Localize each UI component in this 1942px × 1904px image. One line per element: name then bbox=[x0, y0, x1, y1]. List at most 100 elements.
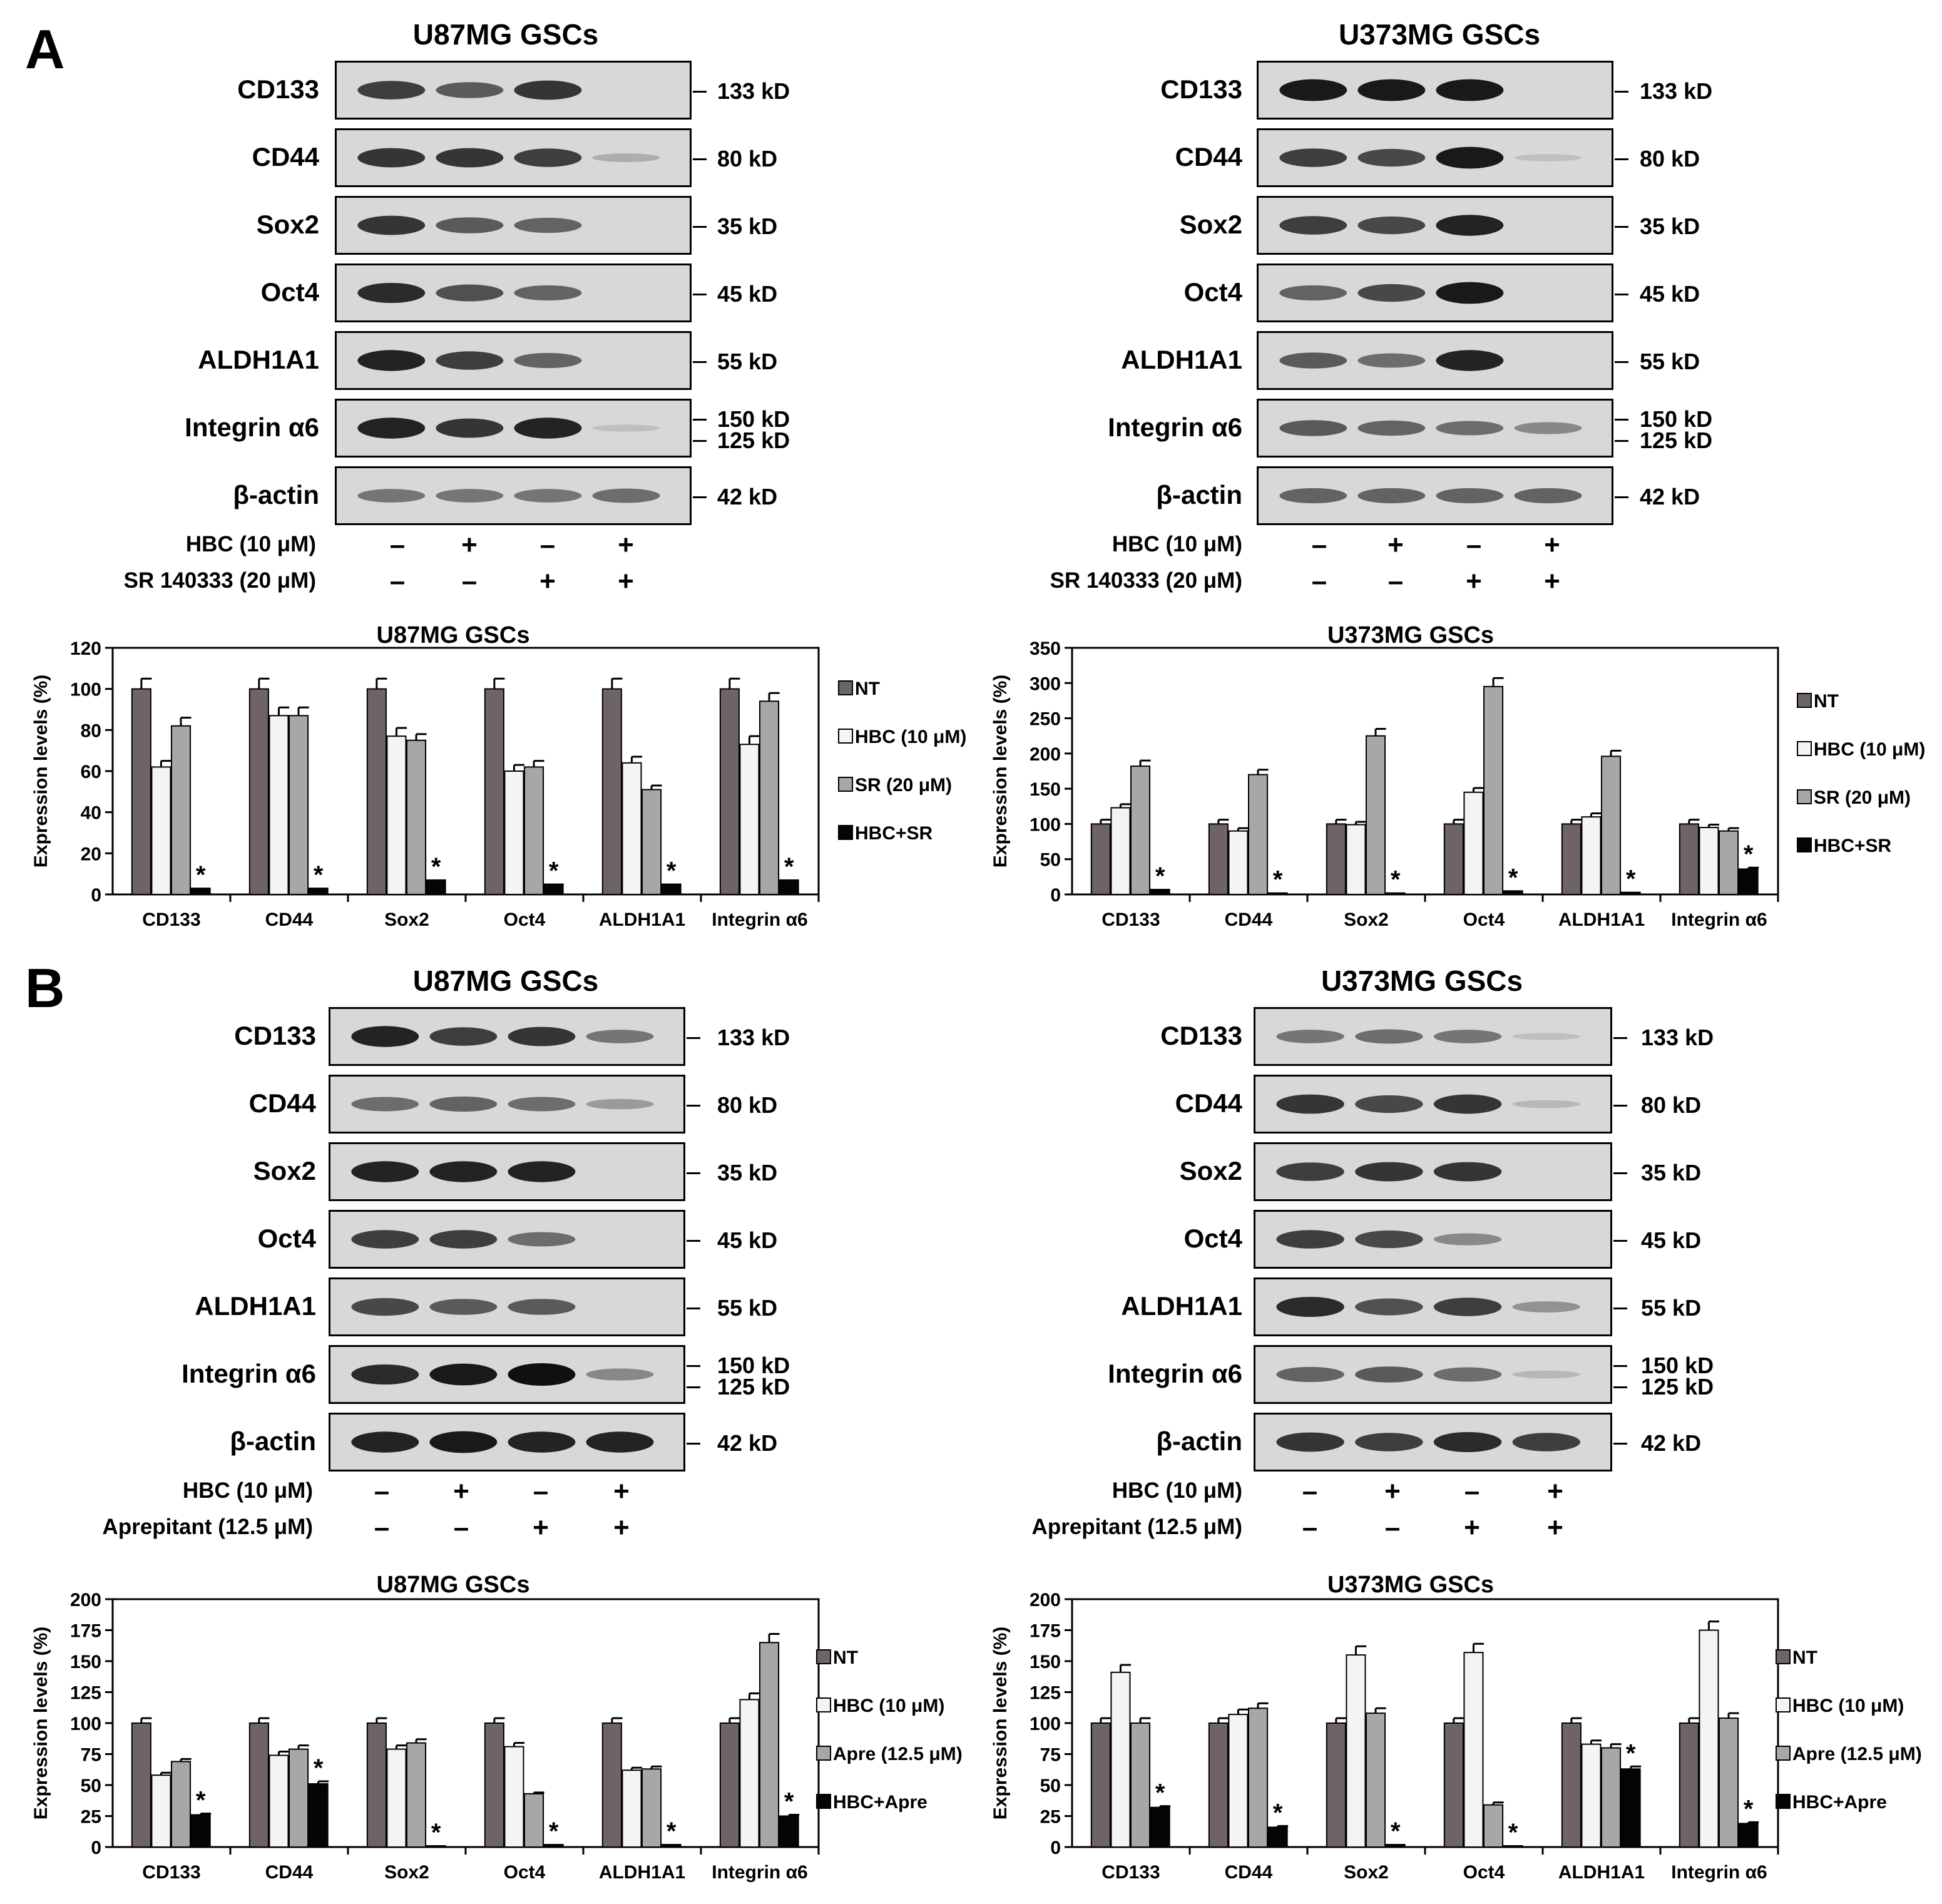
protein-band bbox=[1514, 488, 1582, 504]
kd-tick bbox=[1615, 440, 1628, 442]
treatment-sign: – bbox=[389, 530, 406, 560]
legend-swatch bbox=[1797, 789, 1812, 804]
kd-tick bbox=[687, 1172, 700, 1174]
protein-band bbox=[1355, 1029, 1423, 1044]
bar-nt bbox=[1443, 823, 1464, 896]
treatment-sign: + bbox=[1547, 1512, 1563, 1543]
protein-band bbox=[357, 81, 426, 100]
kd-tick bbox=[1615, 419, 1628, 421]
kd-marker-label: 42 kD bbox=[717, 1430, 778, 1456]
protein-band bbox=[351, 1230, 419, 1249]
x-tick-label: CD133 bbox=[1101, 1862, 1160, 1883]
legend-label: Apre (12.5 μM) bbox=[833, 1744, 963, 1764]
protein-band bbox=[592, 424, 660, 432]
bar-sr-20-m- bbox=[641, 789, 662, 896]
protein-band bbox=[592, 488, 660, 503]
protein-band bbox=[1279, 488, 1347, 504]
bar-nt bbox=[1326, 823, 1346, 896]
kd-marker-label: 133 kD bbox=[1640, 78, 1713, 104]
bar-hbc-10-m- bbox=[621, 1769, 642, 1848]
legend-swatch bbox=[838, 777, 853, 792]
bar-hbc-apre bbox=[308, 1783, 329, 1848]
blot-row-label: CD44 bbox=[252, 142, 319, 171]
protein-band bbox=[1512, 1370, 1581, 1379]
y-tick-label: 200 bbox=[1030, 744, 1061, 765]
bar-hbc-sr bbox=[1503, 890, 1523, 896]
protein-band bbox=[429, 1299, 498, 1315]
blot-strip bbox=[1257, 399, 1613, 458]
y-tick-label: 50 bbox=[1040, 1776, 1061, 1796]
bar-sr-20-m- bbox=[1366, 735, 1386, 895]
y-tick-label: 350 bbox=[1030, 638, 1061, 659]
legend-label: HBC+SR bbox=[1814, 836, 1892, 856]
bar-hbc-apre bbox=[661, 1844, 682, 1848]
protein-band bbox=[436, 418, 504, 438]
blot-row-label: Oct4 bbox=[257, 1224, 316, 1253]
blot-strip bbox=[335, 331, 692, 390]
bar-hbc-sr bbox=[1385, 892, 1406, 895]
kd-tick bbox=[1615, 361, 1628, 363]
protein-band bbox=[1357, 79, 1426, 101]
protein-band bbox=[1279, 352, 1347, 369]
y-tick-label: 175 bbox=[1030, 1621, 1061, 1642]
treatment-sign: – bbox=[1464, 1476, 1480, 1507]
protein-band bbox=[357, 282, 426, 304]
x-tick-label: Oct4 bbox=[1463, 909, 1505, 930]
bar-nt bbox=[1326, 1722, 1346, 1848]
blot-title: U87MG GSCs bbox=[412, 18, 599, 51]
bar-nt bbox=[601, 688, 622, 895]
treatment-sign: + bbox=[1544, 530, 1560, 560]
y-axis-label: Expression levels (%) bbox=[990, 1627, 1011, 1820]
blot-strip bbox=[1257, 196, 1613, 255]
protein-band bbox=[1512, 1033, 1581, 1040]
significance-star: * bbox=[784, 1788, 794, 1816]
y-tick-label: 20 bbox=[81, 844, 101, 864]
protein-band bbox=[357, 215, 426, 235]
bar-hbc-sr bbox=[661, 883, 682, 896]
legend-swatch bbox=[1797, 837, 1812, 852]
y-axis-label: Expression levels (%) bbox=[31, 675, 51, 868]
legend-swatch bbox=[1776, 1649, 1791, 1664]
blot-title: U373MG GSCs bbox=[1338, 18, 1541, 51]
blot-row-label: Sox2 bbox=[1179, 1156, 1242, 1185]
bar-hbc-sr bbox=[1267, 892, 1288, 895]
legend-label: HBC+Apre bbox=[1792, 1792, 1887, 1813]
x-tick-label: Integrin α6 bbox=[712, 909, 807, 930]
bar-hbc-10-m- bbox=[268, 1754, 289, 1848]
y-tick-label: 50 bbox=[81, 1776, 101, 1796]
kd-tick bbox=[687, 1308, 700, 1309]
protein-band bbox=[1514, 154, 1582, 161]
bar-nt bbox=[484, 1722, 504, 1848]
bar-hbc-10-m- bbox=[1581, 816, 1602, 895]
bar-apre-12-5-m- bbox=[524, 1793, 544, 1848]
treatment-sign: – bbox=[1388, 566, 1404, 596]
blot-row-label: ALDH1A1 bbox=[195, 1291, 316, 1321]
x-tick-label: CD133 bbox=[142, 909, 200, 930]
protein-band bbox=[586, 1431, 654, 1453]
bar-hbc-10-m- bbox=[504, 1746, 524, 1848]
significance-star: * bbox=[314, 861, 324, 889]
x-tick-label: Sox2 bbox=[1344, 909, 1389, 930]
treatment-label: SR 140333 (20 μM) bbox=[123, 568, 316, 593]
legend-swatch bbox=[1797, 741, 1812, 756]
blot-row-label: CD133 bbox=[234, 1021, 316, 1050]
protein-band bbox=[508, 1363, 576, 1386]
blot-strip bbox=[1254, 1413, 1612, 1472]
kd-tick bbox=[687, 1443, 700, 1445]
bar-hbc-apre bbox=[1503, 1845, 1523, 1848]
bar-nt bbox=[601, 1722, 622, 1848]
kd-marker-label: 42 kD bbox=[1640, 484, 1700, 509]
treatment-label: Aprepitant (12.5 μM) bbox=[102, 1515, 313, 1539]
y-tick-label: 250 bbox=[1030, 709, 1061, 730]
x-tick-label: CD133 bbox=[142, 1862, 200, 1883]
blot-title: U373MG GSCs bbox=[1321, 965, 1523, 997]
blot-strip bbox=[335, 399, 692, 458]
bar-hbc-sr bbox=[1738, 868, 1759, 895]
bar-sr-20-m- bbox=[1601, 755, 1622, 895]
kd-marker-label: 150 kD bbox=[1641, 1353, 1714, 1378]
x-tick-label: ALDH1A1 bbox=[599, 1862, 685, 1883]
blot-row-label: Integrin α6 bbox=[1108, 1359, 1242, 1388]
protein-band bbox=[1433, 1030, 1502, 1043]
